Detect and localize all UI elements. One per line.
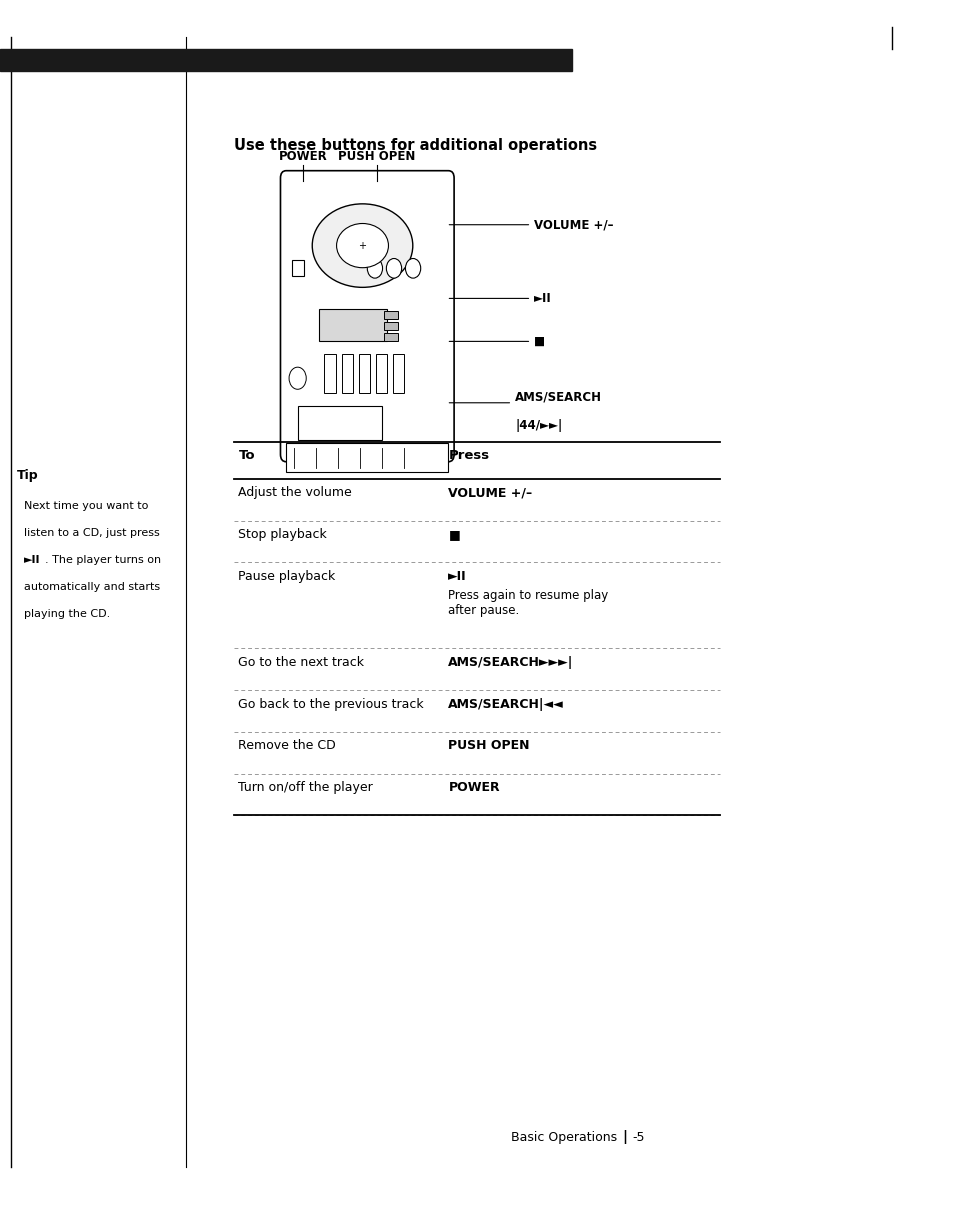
Text: automatically and starts: automatically and starts (24, 582, 160, 592)
Text: Go to the next track: Go to the next track (238, 656, 364, 669)
Text: . The player turns on: . The player turns on (45, 555, 161, 565)
FancyBboxPatch shape (280, 171, 454, 462)
Text: Basic Operations: Basic Operations (511, 1131, 617, 1144)
Text: Stop playback: Stop playback (238, 528, 327, 542)
Bar (0, 49, 572, 71)
Text: To: To (238, 449, 254, 463)
Bar (375, 354, 387, 393)
Circle shape (289, 367, 306, 389)
Bar (324, 354, 335, 393)
Text: ►II: ►II (448, 570, 467, 583)
Text: playing the CD.: playing the CD. (24, 609, 110, 619)
Text: -5: -5 (632, 1131, 644, 1144)
Text: VOLUME +/–: VOLUME +/– (448, 486, 532, 500)
Bar (384, 322, 397, 330)
Text: |44/►►|: |44/►►| (515, 419, 562, 432)
Bar (286, 443, 448, 472)
Text: Tip: Tip (17, 469, 39, 483)
Text: POWER: POWER (278, 150, 328, 163)
Text: listen to a CD, just press: listen to a CD, just press (24, 528, 159, 538)
Text: AMS/SEARCH: AMS/SEARCH (515, 391, 601, 404)
Bar (384, 333, 397, 341)
Bar (358, 354, 370, 393)
Text: POWER: POWER (448, 781, 499, 795)
Circle shape (405, 259, 420, 279)
Circle shape (367, 259, 382, 279)
Bar (292, 260, 304, 276)
Text: Turn on/off the player: Turn on/off the player (238, 781, 373, 795)
Text: ■: ■ (448, 528, 459, 542)
Ellipse shape (336, 223, 388, 268)
Text: Remove the CD: Remove the CD (238, 739, 335, 753)
Text: ■: ■ (534, 335, 545, 348)
Text: +: + (358, 241, 366, 251)
Text: Press again to resume play
after pause.: Press again to resume play after pause. (448, 589, 608, 618)
Text: PUSH OPEN: PUSH OPEN (337, 150, 416, 163)
Text: ►II: ►II (24, 555, 40, 565)
Text: Use these buttons for additional operations: Use these buttons for additional operati… (233, 138, 597, 152)
Bar (384, 311, 397, 319)
Ellipse shape (312, 204, 413, 287)
Text: ►II: ►II (534, 292, 552, 305)
Bar (318, 309, 387, 341)
Text: AMS/SEARCH►►►|: AMS/SEARCH►►►| (448, 656, 573, 669)
Text: Press: Press (448, 449, 489, 463)
Text: Pause playback: Pause playback (238, 570, 335, 583)
Text: Next time you want to: Next time you want to (24, 501, 148, 511)
Text: Adjust the volume: Adjust the volume (238, 486, 352, 500)
Bar (297, 406, 381, 440)
Text: PUSH OPEN: PUSH OPEN (448, 739, 529, 753)
Text: Go back to the previous track: Go back to the previous track (238, 698, 424, 711)
Text: |: | (621, 1131, 626, 1144)
Text: VOLUME +/–: VOLUME +/– (534, 219, 613, 231)
Circle shape (386, 259, 401, 279)
Bar (341, 354, 353, 393)
Bar (393, 354, 404, 393)
Text: AMS/SEARCH|◄◄: AMS/SEARCH|◄◄ (448, 698, 563, 711)
